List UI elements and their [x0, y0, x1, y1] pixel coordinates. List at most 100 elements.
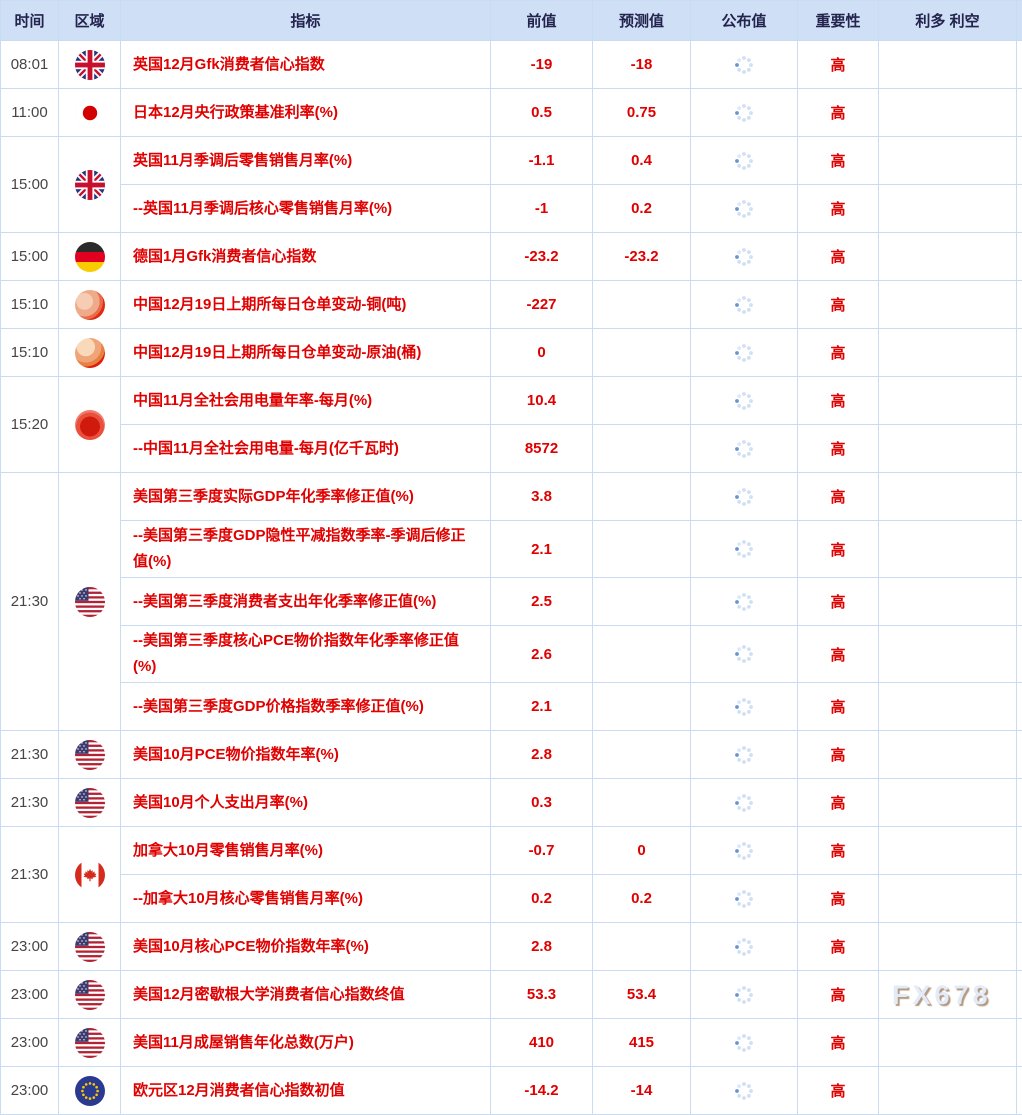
column-header-published: 公布值 [691, 1, 798, 41]
indicator-link[interactable]: --美国第三季度消费者支出年化季率修正值(%) [133, 589, 436, 615]
column-header-sentiment: 利多 利空 [879, 1, 1017, 41]
loading-spinner-icon [734, 793, 754, 813]
sentiment-cell [879, 137, 1017, 185]
event-time: 15:20 [1, 377, 59, 473]
previous-value: -227 [491, 281, 593, 329]
indicator-link[interactable]: --英国11月季调后核心零售销售月率(%) [133, 196, 392, 222]
previous-value: 2.1 [491, 683, 593, 731]
published-value-loading [691, 971, 798, 1019]
event-time: 21:30 [1, 731, 59, 779]
indicator-link[interactable]: 日本12月央行政策基准利率(%) [133, 100, 338, 126]
previous-value: 53.3 [491, 971, 593, 1019]
indicator-link[interactable]: 美国10月个人支出月率(%) [133, 790, 308, 816]
indicator-cell: 英国11月季调后零售销售月率(%) [121, 137, 491, 185]
importance-badge: 高 [798, 875, 879, 923]
loading-spinner-icon [734, 439, 754, 459]
clipped-edge-cell [1017, 185, 1022, 233]
region-cell [59, 827, 121, 923]
previous-value: 8572 [491, 425, 593, 473]
clipped-edge-cell [1017, 473, 1022, 521]
indicator-link[interactable]: 欧元区12月消费者信心指数初值 [133, 1078, 345, 1104]
forecast-value [593, 281, 691, 329]
previous-value: -14.2 [491, 1067, 593, 1115]
indicator-link[interactable]: 英国11月季调后零售销售月率(%) [133, 148, 352, 174]
sentiment-cell [879, 779, 1017, 827]
indicator-link[interactable]: --美国第三季度核心PCE物价指数年化季率修正值(%) [133, 628, 480, 680]
region-cell [59, 779, 121, 827]
sentiment-cell [879, 626, 1017, 683]
forecast-value: -18 [593, 41, 691, 89]
indicator-cell: 美国11月成屋销售年化总数(万户) [121, 1019, 491, 1067]
importance-badge: 高 [798, 233, 879, 281]
indicator-link[interactable]: 美国11月成屋销售年化总数(万户) [133, 1030, 354, 1056]
indicator-cell: 中国12月19日上期所每日仓单变动-铜(吨) [121, 281, 491, 329]
clipped-edge-cell [1017, 425, 1022, 473]
loading-spinner-icon [734, 295, 754, 315]
indicator-cell: 欧元区12月消费者信心指数初值 [121, 1067, 491, 1115]
indicator-link[interactable]: 中国12月19日上期所每日仓单变动-铜(吨) [133, 292, 406, 318]
forecast-value [593, 578, 691, 626]
indicator-link[interactable]: 加拿大10月零售销售月率(%) [133, 838, 323, 864]
indicator-link[interactable]: --美国第三季度GDP价格指数季率修正值(%) [133, 694, 424, 720]
clipped-edge-cell [1017, 875, 1022, 923]
indicator-link[interactable]: --加拿大10月核心零售销售月率(%) [133, 886, 363, 912]
indicator-link[interactable]: --美国第三季度GDP隐性平减指数季率-季调后修正值(%) [133, 523, 480, 575]
clipped-edge-cell [1017, 329, 1022, 377]
indicator-link[interactable]: 美国第三季度实际GDP年化季率修正值(%) [133, 484, 414, 510]
published-value-loading [691, 521, 798, 578]
importance-badge: 高 [798, 1019, 879, 1067]
eu-flag-icon [75, 1076, 105, 1106]
importance-badge: 高 [798, 473, 879, 521]
loading-spinner-icon [734, 745, 754, 765]
clipped-edge-cell [1017, 779, 1022, 827]
event-time: 15:00 [1, 233, 59, 281]
importance-badge: 高 [798, 137, 879, 185]
loading-spinner-icon [734, 841, 754, 861]
forecast-value: 0.4 [593, 137, 691, 185]
clipped-edge-cell [1017, 626, 1022, 683]
importance-badge: 高 [798, 41, 879, 89]
event-time: 23:00 [1, 971, 59, 1019]
indicator-link[interactable]: 英国12月Gfk消费者信心指数 [133, 52, 325, 78]
germany-flag-icon [75, 242, 105, 272]
forecast-value [593, 377, 691, 425]
sentiment-cell [879, 473, 1017, 521]
forecast-value: 0 [593, 827, 691, 875]
indicator-link[interactable]: 中国11月全社会用电量年率-每月(%) [133, 388, 372, 414]
clipped-edge-cell [1017, 377, 1022, 425]
indicator-link[interactable]: 美国12月密歇根大学消费者信心指数终值 [133, 982, 405, 1008]
indicator-link[interactable]: --中国11月全社会用电量-每月(亿千瓦时) [133, 436, 399, 462]
published-value-loading [691, 779, 798, 827]
sentiment-cell [879, 377, 1017, 425]
published-value-loading [691, 377, 798, 425]
sentiment-cell [879, 1067, 1017, 1115]
clipped-edge-cell [1017, 971, 1022, 1019]
previous-value: -19 [491, 41, 593, 89]
published-value-loading [691, 626, 798, 683]
indicator-cell: 美国10月PCE物价指数年率(%) [121, 731, 491, 779]
published-value-loading [691, 233, 798, 281]
forecast-value [593, 779, 691, 827]
importance-badge: 高 [798, 329, 879, 377]
published-value-loading [691, 875, 798, 923]
published-value-loading [691, 425, 798, 473]
published-value-loading [691, 185, 798, 233]
indicator-link[interactable]: 美国10月PCE物价指数年率(%) [133, 742, 339, 768]
indicator-link[interactable]: 德国1月Gfk消费者信心指数 [133, 244, 316, 270]
indicator-cell: --美国第三季度消费者支出年化季率修正值(%) [121, 578, 491, 626]
column-header-previous: 前值 [491, 1, 593, 41]
indicator-link[interactable]: 中国12月19日上期所每日仓单变动-原油(桶) [133, 340, 421, 366]
importance-badge: 高 [798, 971, 879, 1019]
indicator-link[interactable]: 美国10月核心PCE物价指数年率(%) [133, 934, 369, 960]
importance-badge: 高 [798, 1067, 879, 1115]
china-flag-blur-1-icon [75, 290, 105, 320]
loading-spinner-icon [734, 487, 754, 507]
sentiment-cell [879, 425, 1017, 473]
